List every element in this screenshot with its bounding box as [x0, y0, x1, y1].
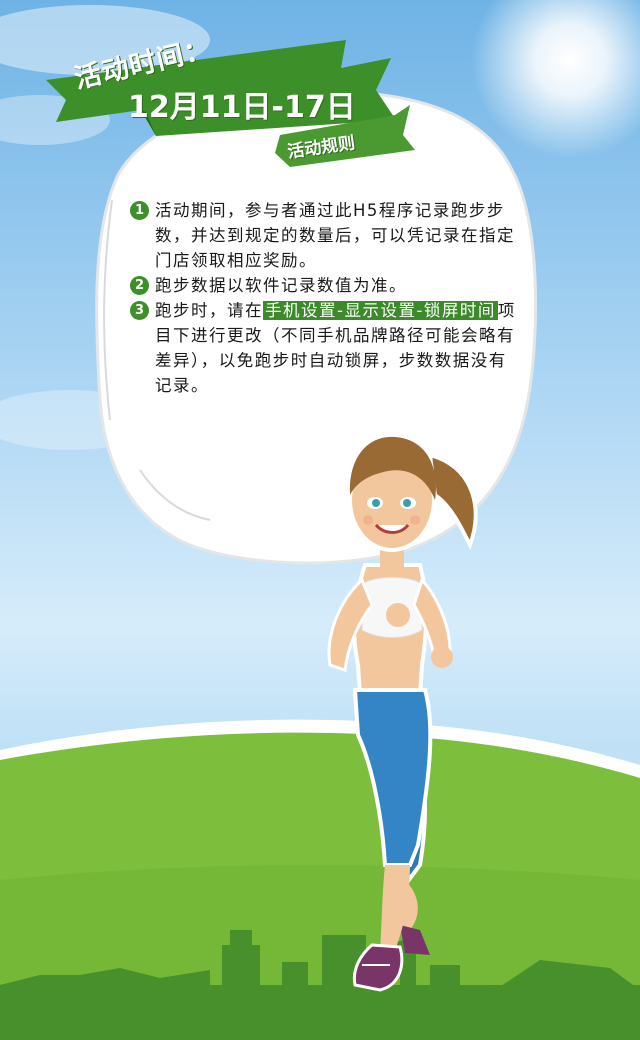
rule-text-after: 项目下进行更改（不同手机品牌路径可能会略有差异），以免跑步时自动锁屏，步数数据没… — [155, 301, 516, 395]
rule-number-badge: 1 — [130, 201, 149, 220]
rules-list: 1 活动期间，参与者通过此H5程序记录跑步步数，并达到规定的数量后，可以凭记录在… — [130, 198, 518, 398]
rule-text: 跑步数据以软件记录数值为准。 — [155, 276, 407, 295]
rule-item: 2 跑步数据以软件记录数值为准。 — [130, 273, 518, 298]
rule-text-before: 跑步时，请在 — [155, 301, 263, 320]
date-ribbon — [46, 40, 396, 136]
runner-illustration — [327, 436, 478, 992]
rule-number-badge: 2 — [130, 276, 149, 295]
event-date-range: 12月11日-17日 — [128, 90, 356, 125]
rule-item: 3 跑步时，请在 手机设置-显示设置-锁屏时间 项目下进行更改（不同手机品牌路径可能… — [130, 298, 518, 398]
rule-item: 1 活动期间，参与者通过此H5程序记录跑步步数，并达到规定的数量后，可以凭记录在… — [130, 198, 518, 273]
rule-highlight: 手机设置-显示设置-锁屏时间 — [263, 301, 498, 320]
rule-number-badge: 3 — [130, 301, 149, 320]
rules-ribbon — [275, 105, 415, 167]
city-skyline — [0, 905, 640, 1040]
rule-text: 活动期间，参与者通过此H5程序记录跑步步数，并达到规定的数量后，可以凭记录在指定… — [155, 201, 515, 270]
